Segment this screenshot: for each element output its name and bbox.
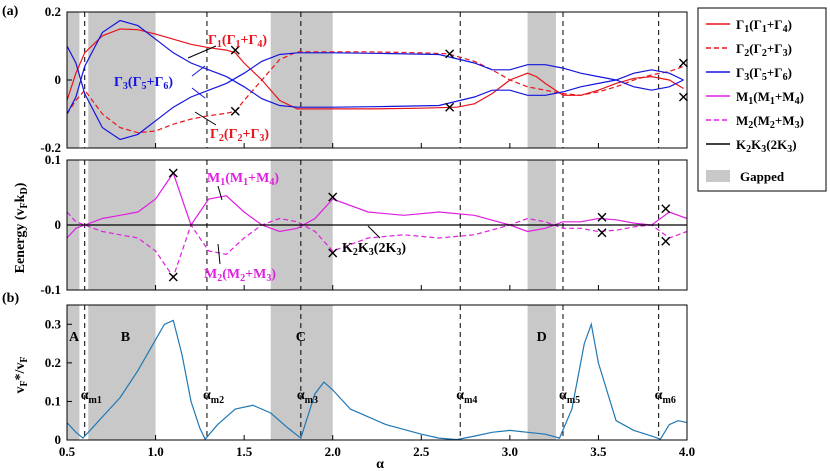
cross-marker-0-1 xyxy=(230,106,240,116)
series-line-0-2 xyxy=(66,45,684,141)
xtick-label-6: 3.5 xyxy=(590,444,607,459)
svg-text:K2K3(2K3): K2K3(2K3) xyxy=(736,137,797,155)
xtick-label-5: 3.0 xyxy=(502,444,518,459)
xtick-label-2: 1.5 xyxy=(236,444,253,459)
xtick-label-1: 1.0 xyxy=(147,444,163,459)
annot-k-arrow xyxy=(367,225,381,239)
cross-marker-0-5 xyxy=(678,92,688,102)
series-line-0-1 xyxy=(66,51,684,134)
region-label-3: D xyxy=(537,330,547,345)
annot-m2-arrow xyxy=(217,243,221,265)
alpha-label-0: αm1 xyxy=(81,388,102,406)
gapped-region-2-1 xyxy=(88,305,156,440)
annot-gamma3: Γ3(Γ5+Γ6) xyxy=(114,75,173,92)
series-lines xyxy=(66,19,688,441)
series-line-2-0 xyxy=(66,319,688,441)
ytick-label-0-0: 0.2 xyxy=(45,4,61,19)
cross-marker-1-1 xyxy=(168,272,178,282)
axes-frames xyxy=(66,11,688,441)
cross-marker-1-7 xyxy=(661,236,671,246)
panel-label-a: (a) xyxy=(2,4,19,19)
alpha-labels: αm1 αm2 αm3 αm4 αm5 αm6 xyxy=(81,388,676,406)
annot-gamma2: Γ2(Γ2+Γ3) xyxy=(210,127,269,144)
cross-marker-1-0 xyxy=(168,168,178,178)
annot-gamma2-arrow xyxy=(194,111,217,126)
annot-m2: M2(M2+M3) xyxy=(204,267,276,284)
cross-marker-1-4 xyxy=(597,212,607,222)
xtick-label-4: 2.5 xyxy=(413,444,430,459)
xtick-label-3: 2.0 xyxy=(325,444,341,459)
ytick-label-1-2: -0.1 xyxy=(40,282,61,297)
cross-marker-1-6 xyxy=(661,204,671,214)
annot-m1: M1(M1+M4) xyxy=(207,171,279,188)
svg-text:Γ3(Γ5+Γ6): Γ3(Γ5+Γ6) xyxy=(736,65,792,83)
ylabel-energy: Eenergy (vFkD) xyxy=(13,182,30,273)
svg-text:Γ1(Γ1+Γ4): Γ1(Γ1+Γ4) xyxy=(736,17,792,35)
svg-text:Γ2(Γ2+Γ3): Γ2(Γ2+Γ3) xyxy=(736,41,792,59)
ytick-label-1-0: 0.1 xyxy=(45,152,61,167)
gapped-region-2-0 xyxy=(67,305,80,440)
legend-items: Γ1(Γ1+Γ4) Γ2(Γ2+Γ3) Γ3(Γ5+Γ6) M1(M1+M4) M2(M… xyxy=(706,17,804,155)
axes-frame-2 xyxy=(66,304,688,441)
annot-gamma3-arrow-down xyxy=(191,87,206,99)
annot-gamma3-arrow-up xyxy=(191,65,206,77)
panel-label-b: (b) xyxy=(2,291,19,306)
ytick-label-2-1: 0.2 xyxy=(45,355,61,370)
alpha-label-2: αm3 xyxy=(297,388,318,406)
legend-item-1: Γ2(Γ2+Γ3) xyxy=(706,41,792,59)
legend-box xyxy=(697,7,827,192)
cross-marker-1-5 xyxy=(597,228,607,238)
tick-labels: 0.20-0.20.10-0.10.30.20.100.5 1.0 1.5 2.0 2.… xyxy=(40,4,695,459)
xtick-label-7: 4.0 xyxy=(679,444,695,459)
region-label-0: A xyxy=(69,330,80,345)
ytick-label-0-1: 0 xyxy=(55,72,62,87)
region-labels: A B C D xyxy=(69,330,547,345)
alpha-label-4: αm5 xyxy=(559,388,580,406)
gapped-region-0-1 xyxy=(88,12,156,148)
alpha-label-1: αm2 xyxy=(203,388,224,406)
annot-gamma1-arrow xyxy=(187,45,217,59)
legend-item-3: M1(M1+M4) xyxy=(706,89,804,107)
xtick-label-0: 0.5 xyxy=(59,444,76,459)
gapped-region-2-2 xyxy=(270,305,333,440)
alpha-label-3: αm4 xyxy=(456,388,477,406)
annot-m1-arrow xyxy=(217,185,223,201)
cross-marker-0-2 xyxy=(445,49,455,59)
cross-marker-1-3 xyxy=(328,248,338,258)
gapped-region-0-2 xyxy=(270,12,333,148)
legend-item-2: Γ3(Γ5+Γ6) xyxy=(706,65,792,83)
ytick-label-0-2: -0.2 xyxy=(40,140,61,155)
series-line-1-1 xyxy=(66,211,688,279)
region-label-2: C xyxy=(296,330,306,345)
series-line-1-0 xyxy=(66,171,688,239)
ytick-label-2-3: 0 xyxy=(55,432,62,447)
gapped-region-2-3 xyxy=(527,305,556,440)
annot-k: K2K3(2K3) xyxy=(342,241,406,258)
legend-item-4: M2(M2+M3) xyxy=(706,113,804,131)
ylabel-velocity: vF*/vF xyxy=(13,356,30,393)
ytick-label-2-0: 0.3 xyxy=(45,316,62,331)
legend: Γ1(Γ1+Γ4) Γ2(Γ2+Γ3) Γ3(Γ5+Γ6) M1(M1+M4) M2(M… xyxy=(697,7,827,192)
region-label-1: B xyxy=(121,330,130,345)
legend-item-0: Γ1(Γ1+Γ4) xyxy=(706,17,792,35)
cross-marker-1-2 xyxy=(328,192,338,202)
cross-marker-0-4 xyxy=(678,58,688,68)
ytick-label-2-2: 0.1 xyxy=(45,393,61,408)
alpha-label-5: αm6 xyxy=(655,388,676,406)
series-line-0-3 xyxy=(66,19,684,115)
xlabel-alpha: α xyxy=(376,457,384,471)
svg-text:M1(M1+M4): M1(M1+M4) xyxy=(736,89,804,107)
cross-marker-0-0 xyxy=(230,45,240,55)
svg-text:M2(M2+M3): M2(M2+M3) xyxy=(736,113,804,131)
legend-gapped-swatch xyxy=(706,170,730,182)
series-line-0-0 xyxy=(66,28,684,110)
critical-alpha-lines xyxy=(84,12,660,440)
legend-gapped-label: Gapped xyxy=(740,169,785,184)
annot-gamma1: Γ1(Γ1+Γ4) xyxy=(208,33,267,50)
cross-marker-0-3 xyxy=(445,102,455,112)
ytick-label-1-1: 0 xyxy=(55,217,62,232)
legend-item-5: K2K3(2K3) xyxy=(706,137,797,155)
crossing-markers xyxy=(168,45,688,282)
